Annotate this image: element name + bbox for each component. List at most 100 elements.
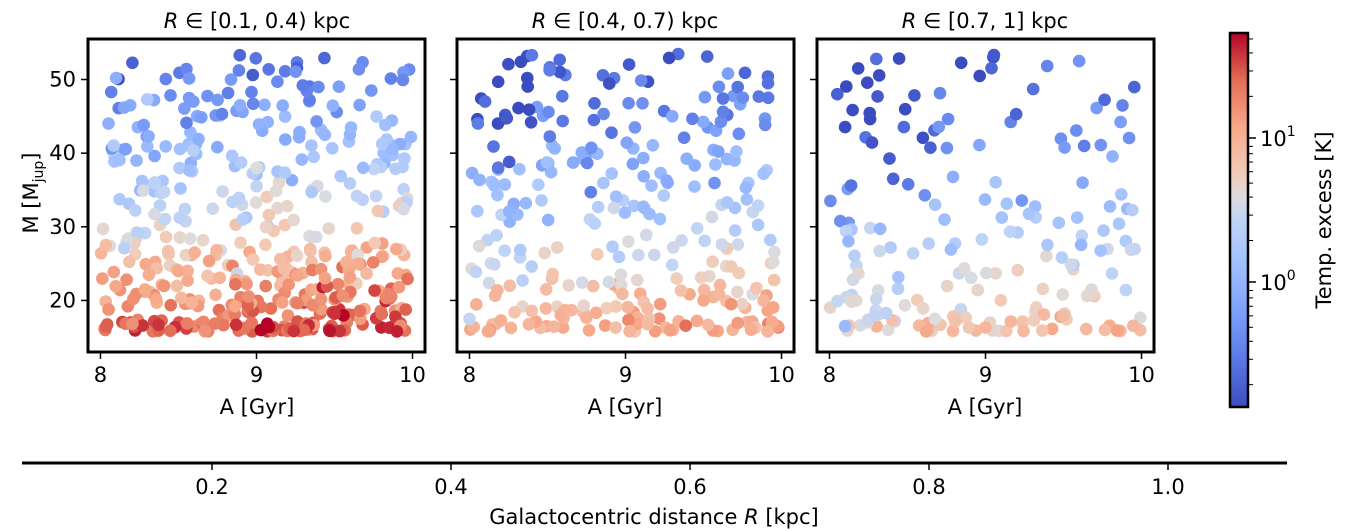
scatter-point [538, 246, 551, 260]
scatter-point [135, 174, 149, 188]
scatter-point [1110, 324, 1124, 337]
scatter-point [892, 52, 906, 65]
scatter-point [254, 323, 268, 337]
scatter-point [688, 180, 701, 193]
scatter-point [846, 103, 859, 117]
x-tick-label: 8 [463, 363, 476, 387]
scatter-point [164, 298, 177, 312]
scatter-point [539, 283, 553, 296]
scatter-point [662, 51, 676, 65]
scatter-point [152, 318, 165, 332]
scatter-point [641, 317, 654, 331]
scatter-point [174, 291, 188, 305]
scatter-point [670, 272, 683, 285]
scatter-point [609, 321, 622, 334]
scatter-point [213, 271, 227, 285]
scatter-point [350, 222, 364, 235]
scatter-point [964, 271, 978, 285]
scatter-point [1128, 80, 1141, 94]
scatter-point [987, 48, 1001, 62]
scatter-point [187, 95, 200, 108]
scatter-point [369, 189, 383, 203]
scatter-point [758, 118, 772, 132]
scatter-point [229, 318, 243, 332]
scatter-point [634, 74, 648, 87]
scatter-point [851, 62, 865, 75]
scatter-point [732, 127, 746, 141]
scatter-point [305, 139, 318, 152]
scatter-point [318, 128, 332, 142]
scatter-point [657, 189, 671, 202]
scatter-point [129, 204, 142, 217]
scatter-point [612, 250, 626, 264]
scatter-point [123, 255, 136, 269]
scatter-point [148, 149, 161, 163]
scatter-point [873, 244, 886, 258]
scatter-point [502, 155, 516, 169]
scatter-point [944, 243, 958, 256]
scatter-point [1126, 203, 1139, 217]
scatter-point [197, 315, 210, 329]
scatter-point [295, 153, 309, 166]
scatter-point [119, 142, 132, 156]
scatter-point [195, 111, 208, 124]
scatter-point [1115, 188, 1128, 201]
scatter-point [1090, 101, 1103, 115]
scatter-point [621, 300, 634, 314]
scatter-point [540, 156, 554, 169]
scatter-point [259, 238, 272, 252]
scatter-point [287, 213, 301, 227]
scatter-point [648, 248, 661, 262]
scatter-point [844, 179, 858, 192]
scatter-point [259, 279, 273, 293]
scatter-point [932, 120, 946, 134]
scatter-point [173, 142, 187, 156]
scatter-point [278, 65, 292, 78]
scatter-point [891, 282, 905, 296]
scatter-point [761, 76, 775, 90]
scatter-point [694, 271, 708, 284]
scatter-point [653, 212, 667, 226]
scatter-point [674, 284, 688, 297]
scatter-point [136, 319, 149, 332]
scatter-point [211, 140, 224, 154]
scatter-point [224, 73, 238, 86]
scatter-point [532, 178, 545, 191]
scatter-point [481, 324, 495, 338]
scatter-point [215, 107, 229, 121]
scatter-point [1057, 308, 1070, 322]
scatter-point [142, 130, 155, 143]
scatter-point [102, 117, 115, 130]
scatter-point [249, 52, 263, 65]
scatter-point [845, 295, 858, 309]
scatter-point [838, 319, 852, 333]
x-axis-label-2: A [Gyr] [588, 395, 663, 419]
scatter-point [181, 264, 194, 278]
scatter-point [332, 80, 346, 93]
scatter-point [508, 306, 521, 319]
scatter-point [138, 283, 152, 296]
scatter-point [333, 324, 347, 338]
scatter-point [185, 296, 199, 310]
scatter-point [598, 319, 612, 332]
scatter-point [126, 56, 139, 70]
scatter-point [898, 102, 912, 116]
scatter-point [700, 50, 714, 63]
scatter-point [731, 285, 744, 299]
scatter-point [159, 140, 172, 153]
scatter-point [751, 218, 765, 232]
scatter-point [989, 176, 1002, 189]
scatter-point [606, 240, 619, 253]
scatter-point [291, 296, 304, 310]
scatter-point [637, 200, 650, 213]
scatter-point [1128, 242, 1141, 256]
bottom-tick-label: 0.6 [673, 475, 706, 499]
scatter-point [605, 167, 618, 180]
scatter-point [187, 144, 200, 157]
scatter-point [182, 72, 196, 85]
scatter-point [646, 139, 660, 152]
scatter-point [597, 107, 610, 121]
scatter-point [1070, 211, 1084, 224]
scatter-point [660, 174, 673, 187]
scatter-point [556, 321, 570, 334]
